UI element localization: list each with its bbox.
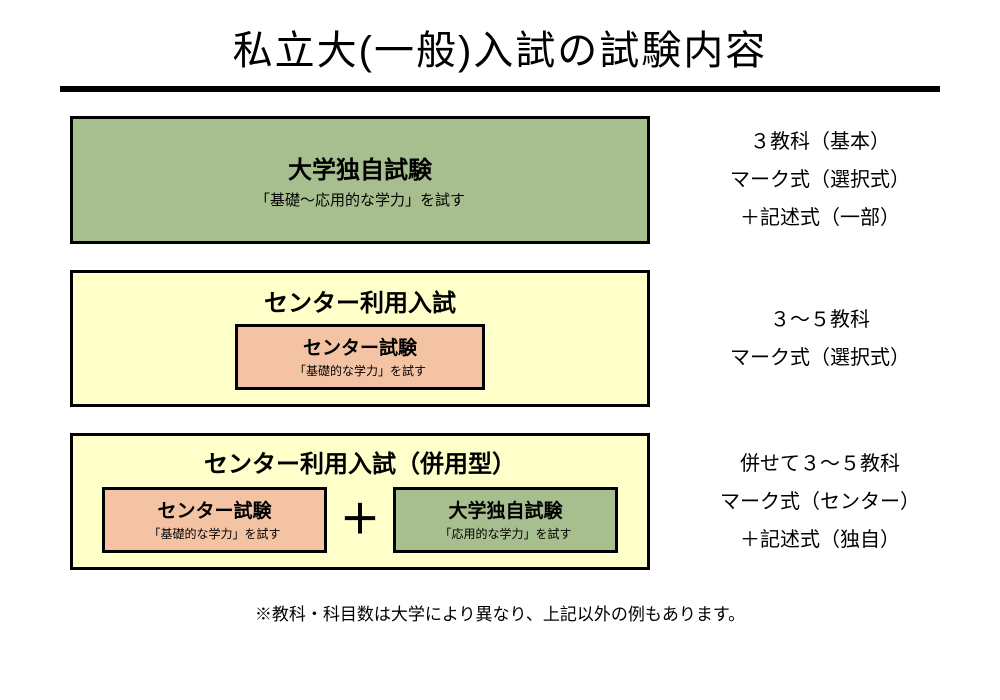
inner-center-exam: センター試験 「基礎的な学力」を試す [235,324,485,390]
row-3-side-line3: ＋記述式（独自） [680,521,960,559]
title-rule [60,86,940,92]
row-1-side: ３教科（基本） マーク式（選択式） ＋記述式（一部） [650,123,960,237]
row-3: センター利用入試（併用型） センター試験 「基礎的な学力」を試す ＋ 大学独自試… [40,433,960,570]
row-1-side-line2: マーク式（選択式） [680,161,960,199]
box-univ-own-sub: 「基礎～応用的な学力」を試す [255,189,465,210]
box-univ-own-title: 大学独自試験 [288,150,432,185]
combined-left: センター試験 「基礎的な学力」を試す [102,487,327,553]
page: 私立大(一般)入試の試験内容 大学独自試験 「基礎～応用的な学力」を試す ３教科… [0,0,1000,700]
combined-right-sub: 「応用的な学力」を試す [396,525,615,542]
footnote: ※教科・科目数は大学により異なり、上記以外の例もあります。 [40,600,960,625]
box-center-use: センター利用入試 センター試験 「基礎的な学力」を試す [70,270,650,407]
combined-left-sub: 「基礎的な学力」を試す [105,525,324,542]
combined-right-title: 大学独自試験 [396,496,615,523]
row-2-side: ３～５教科 マーク式（選択式） [650,301,960,377]
box-center-combined-title: センター利用入試（併用型） [85,444,635,479]
row-3-side: 併せて３～５教科 マーク式（センター） ＋記述式（独自） [650,445,960,559]
combined-left-title: センター試験 [105,496,324,523]
row-3-box-col: センター利用入試（併用型） センター試験 「基礎的な学力」を試す ＋ 大学独自試… [70,433,650,570]
box-univ-own: 大学独自試験 「基礎～応用的な学力」を試す [70,116,650,244]
inner-center-exam-sub: 「基礎的な学力」を試す [238,362,482,379]
row-1-side-line3: ＋記述式（一部） [680,199,960,237]
row-2-box-col: センター利用入試 センター試験 「基礎的な学力」を試す [70,270,650,407]
row-2-side-line2: マーク式（選択式） [680,339,960,377]
box-center-combined: センター利用入試（併用型） センター試験 「基礎的な学力」を試す ＋ 大学独自試… [70,433,650,570]
row-2: センター利用入試 センター試験 「基礎的な学力」を試す ３～５教科 マーク式（選… [40,270,960,407]
row-1: 大学独自試験 「基礎～応用的な学力」を試す ３教科（基本） マーク式（選択式） … [40,116,960,244]
row-3-side-line1: 併せて３～５教科 [680,445,960,483]
combined-right: 大学独自試験 「応用的な学力」を試す [393,487,618,553]
row-1-box-col: 大学独自試験 「基礎～応用的な学力」を試す [70,116,650,244]
combined-pair: センター試験 「基礎的な学力」を試す ＋ 大学独自試験 「応用的な学力」を試す [85,487,635,553]
row-3-side-line2: マーク式（センター） [680,483,960,521]
row-2-side-line1: ３～５教科 [680,301,960,339]
row-1-side-line1: ３教科（基本） [680,123,960,161]
box-center-use-title: センター利用入試 [73,283,647,318]
inner-center-exam-title: センター試験 [238,333,482,360]
page-title: 私立大(一般)入試の試験内容 [40,18,960,86]
plus-icon: ＋ [335,500,385,540]
